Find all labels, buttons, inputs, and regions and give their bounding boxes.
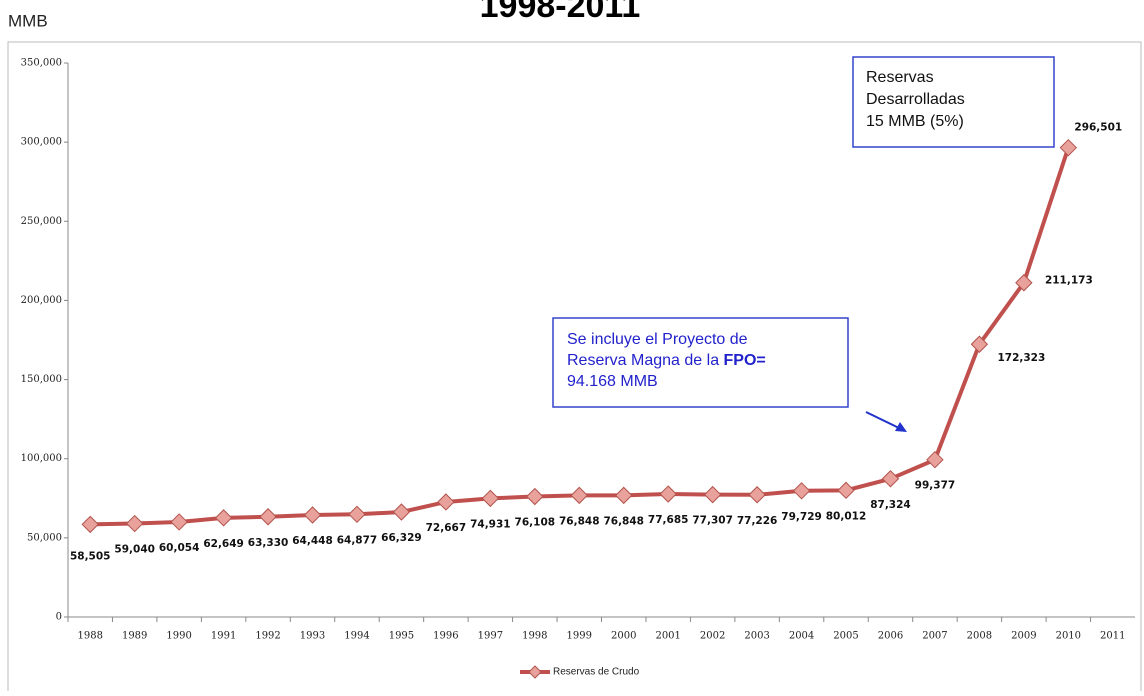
data-label: 79,729 [781,511,822,523]
x-tick-label: 1990 [166,631,191,642]
y-tick-label: 300,000 [21,137,62,148]
marker [926,450,944,469]
legend-marker [528,665,542,679]
data-label: 72,667 [426,522,467,534]
marker [437,493,455,511]
data-label: 62,649 [203,538,244,550]
arrow-head [895,422,907,432]
annotation-bold: FPO= [724,352,766,369]
y-tick-label: 250,000 [21,216,62,227]
marker [259,508,277,526]
annotation: 15 MMB (5%) [866,113,964,130]
marker [570,486,588,505]
marker [392,503,411,521]
x-tick-label: 1991 [211,631,236,642]
y-tick-label: 0 [56,612,62,623]
x-tick-label: 1996 [433,631,458,642]
x-tick-label: 2003 [744,631,769,642]
plot-frame [7,41,1142,696]
arrow [865,411,902,430]
data-label: 76,108 [515,517,556,529]
y-tick-label: 100,000 [21,453,62,464]
x-tick-label: 1988 [78,631,103,642]
data-label: 59,040 [114,544,155,556]
x-tick-label: 1997 [478,631,503,642]
data-label: 64,877 [337,534,378,546]
x-tick-label: 2000 [611,631,636,642]
x-tick-label: 1998 [522,631,547,642]
data-label: 296,501 [1074,122,1122,134]
marker [1015,274,1033,292]
marker [615,486,633,505]
data-label: 87,324 [870,499,911,511]
marker [703,485,722,504]
data-label: 63,330 [248,537,289,549]
data-label: 80,012 [826,510,867,522]
y-tick-label: 200,000 [21,295,62,306]
data-label: 77,226 [737,515,778,527]
data-label: 74,931 [470,518,511,530]
x-tick-label: 2001 [655,631,680,642]
marker [792,482,811,500]
x-tick-label: 2011 [1100,631,1125,642]
marker [214,509,233,527]
marker [1059,138,1078,157]
x-tick-label: 2006 [878,631,903,642]
x-tick-label: 1989 [122,631,147,642]
annotation: Reserva Magna de la FPO= [567,352,766,369]
marker [748,486,766,504]
annotation-box [852,56,1055,148]
marker [303,506,322,524]
marker [125,514,144,533]
annotation: Reservas [866,69,934,86]
marker [837,481,855,500]
x-tick-label: 2009 [1011,631,1036,642]
marker [170,513,188,531]
y-tick-label: 50,000 [27,532,62,543]
marker [659,485,677,503]
chart-title: 1998-2011 [480,0,641,25]
data-label: 211,173 [1045,275,1093,287]
annotation-box [552,317,849,408]
y-tick-label: 350,000 [21,58,62,69]
marker [348,505,366,524]
x-tick-label: 1999 [567,631,592,642]
data-label: 99,377 [915,480,956,492]
data-label: 66,329 [381,532,422,544]
x-tick-label: 2004 [789,631,814,642]
data-label: 77,685 [648,514,689,526]
marker [970,335,989,353]
data-label: 76,848 [559,515,600,527]
data-label: 60,054 [159,542,200,554]
marker [881,470,900,488]
annotation: Desarrolladas [866,91,965,108]
data-label: 77,307 [692,515,733,527]
annotation: Se incluye el Proyecto de [567,331,748,348]
x-tick-label: 1993 [300,631,325,642]
x-tick-label: 2002 [700,631,725,642]
y-unit: MMB [8,11,48,30]
legend-label: Reservas de Crudo [553,667,640,678]
x-tick-label: 2008 [967,631,992,642]
x-tick-label: 2005 [833,631,858,642]
marker [81,515,99,534]
marker [526,487,544,506]
annotation: 94.168 MMB [567,373,658,390]
data-label: 172,323 [997,352,1045,364]
y-tick-label: 150,000 [21,374,62,385]
data-label: 76,848 [603,515,644,527]
data-label: 64,448 [292,535,333,547]
data-label: 58,505 [70,550,111,562]
x-tick-label: 2007 [922,631,947,642]
x-tick-label: 1994 [344,631,369,642]
x-tick-label: 1995 [389,631,414,642]
x-tick-label: 1992 [255,631,280,642]
marker [481,489,500,508]
x-tick-label: 2010 [1056,631,1081,642]
